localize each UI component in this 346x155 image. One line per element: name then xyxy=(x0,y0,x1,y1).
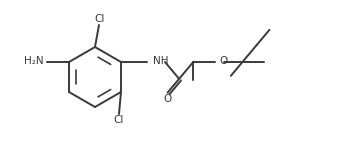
Text: H₂N: H₂N xyxy=(25,56,44,66)
Text: Cl: Cl xyxy=(95,14,105,24)
Text: O: O xyxy=(163,94,172,104)
Text: NH: NH xyxy=(153,56,169,66)
Text: O: O xyxy=(219,56,228,66)
Text: Cl: Cl xyxy=(114,115,124,125)
